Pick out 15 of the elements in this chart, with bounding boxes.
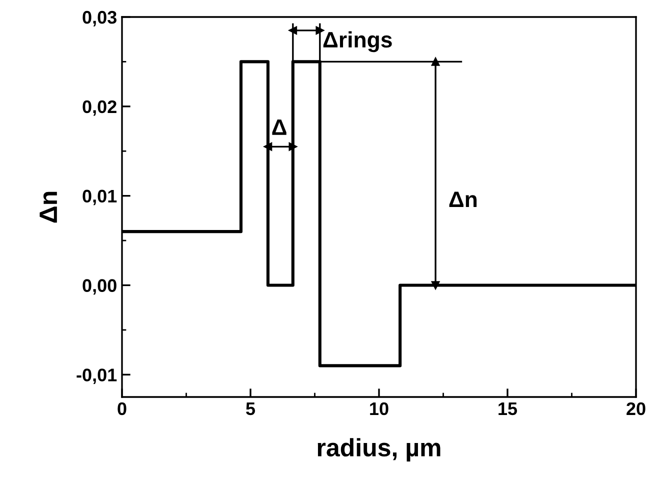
y-tick-label: 0,03 <box>82 10 116 26</box>
x-tick-label: 10 <box>370 402 388 416</box>
y-tick-label: 0,02 <box>82 100 116 116</box>
x-axis-title: radius, µm <box>318 438 440 462</box>
annotation: Δ <box>272 120 286 135</box>
y-tick-label: 0,01 <box>82 190 117 206</box>
annotation: Δn <box>449 192 477 208</box>
y-axis-title: Δn <box>40 192 57 223</box>
y-tick-label: -0,01 <box>76 368 117 384</box>
x-tick-label: 0 <box>118 402 126 416</box>
annotation: Δrings <box>323 31 392 52</box>
x-tick-label: 20 <box>626 402 646 416</box>
x-tick-label: 5 <box>246 402 256 416</box>
y-tick-label: 0,00 <box>82 279 116 295</box>
x-tick-label: 15 <box>498 402 518 416</box>
